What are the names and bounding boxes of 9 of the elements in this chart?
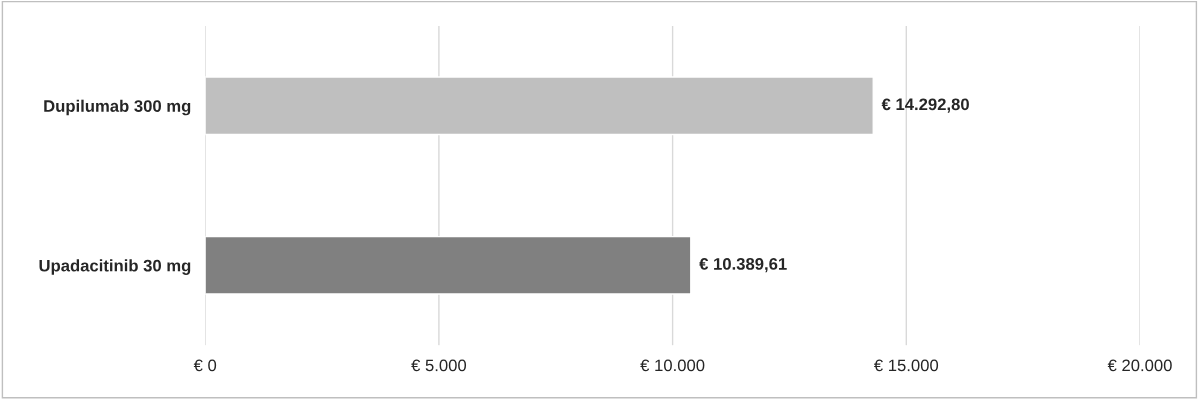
- x-tick-label: € 10.000: [640, 359, 705, 372]
- x-tick-label: € 20.000: [1107, 359, 1172, 372]
- x-tick-label: € 0: [193, 359, 217, 372]
- y-tick-label: Dupilumab 300 mg: [44, 99, 191, 116]
- x-tick-label: € 5.000: [411, 359, 467, 372]
- data-label: € 14.292,80: [881, 98, 969, 113]
- y-tick-label: Upadacitinib 30 mg: [39, 259, 191, 275]
- data-label: € 10.389,61: [699, 258, 787, 273]
- x-tick-label: € 15.000: [874, 359, 939, 372]
